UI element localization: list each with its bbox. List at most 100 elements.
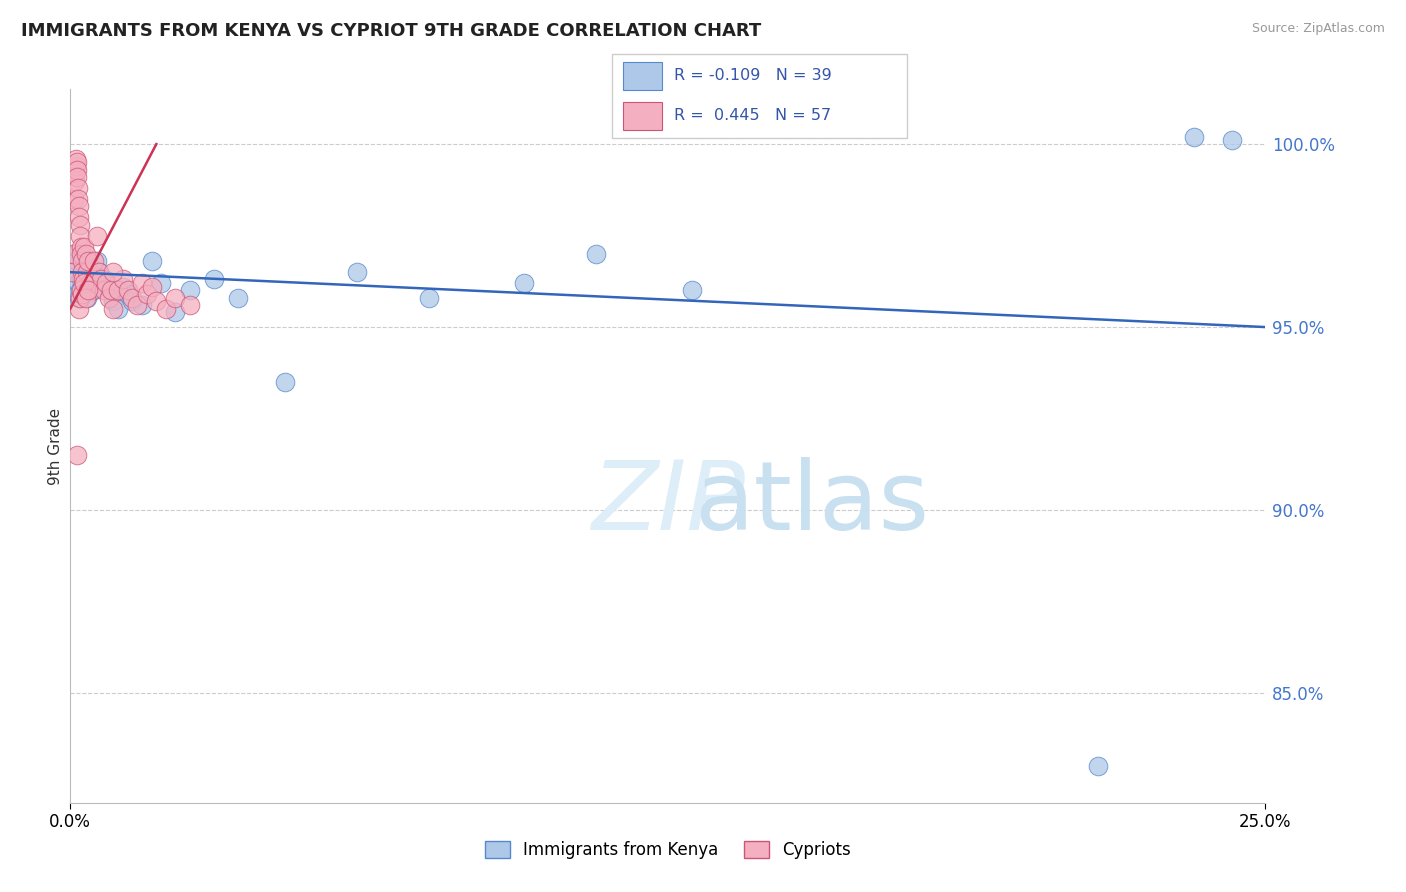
Point (65, 152, 87, 166)
Point (93, 272, 115, 286)
Point (155, 301, 177, 316)
Point (75, 291, 97, 305)
Point (202, 272, 225, 286)
Point (79, 276, 101, 290)
Point (66, 162, 89, 177)
Text: atlas: atlas (693, 457, 929, 549)
Point (274, 375, 297, 389)
Point (63, 174, 86, 188)
Point (179, 284, 201, 298)
Point (70, 265, 93, 279)
Point (72, 272, 94, 286)
Y-axis label: 9th Grade: 9th Grade (48, 408, 63, 484)
Point (103, 301, 125, 316)
Point (97, 291, 120, 305)
Point (73, 239, 96, 253)
Point (63, 166, 86, 180)
Point (67, 192, 90, 206)
Point (165, 291, 187, 305)
Point (67, 199, 90, 213)
Point (117, 287, 139, 301)
Point (63, 192, 86, 206)
Point (145, 294, 167, 309)
Point (63, 265, 86, 279)
Point (111, 272, 134, 286)
Point (346, 265, 368, 279)
Point (103, 294, 125, 309)
Point (66, 448, 89, 462)
Point (65, 155, 87, 169)
Point (72, 280, 94, 294)
Point (69, 228, 91, 243)
Text: R = -0.109   N = 39: R = -0.109 N = 39 (673, 69, 831, 84)
Point (69, 239, 91, 253)
Point (66, 169, 89, 184)
Text: IMMIGRANTS FROM KENYA VS CYPRIOT 9TH GRADE CORRELATION CHART: IMMIGRANTS FROM KENYA VS CYPRIOT 9TH GRA… (21, 22, 761, 40)
Point (76, 265, 98, 279)
Point (107, 284, 129, 298)
Point (165, 305, 187, 319)
Point (90, 272, 112, 286)
Point (70, 247, 93, 261)
Point (111, 280, 134, 294)
Point (585, 247, 607, 261)
Point (79, 276, 101, 290)
Point (60, 265, 83, 279)
Bar (623, 62, 662, 90)
Text: ZIP: ZIP (591, 457, 745, 549)
Legend: Immigrants from Kenya, Cypriots: Immigrants from Kenya, Cypriots (478, 834, 858, 866)
Point (76, 291, 98, 305)
Point (67, 301, 90, 316)
Point (73, 276, 96, 290)
Point (69, 291, 91, 305)
Point (131, 298, 153, 312)
Point (117, 284, 139, 298)
Point (62, 247, 84, 261)
Point (83, 254, 105, 268)
Point (97, 284, 120, 298)
Point (1182, 129, 1205, 144)
Point (127, 298, 149, 312)
Point (83, 284, 105, 298)
Point (67, 291, 90, 305)
Point (135, 287, 157, 301)
Point (69, 284, 91, 298)
Point (1220, 133, 1243, 147)
Point (107, 301, 129, 316)
Point (70, 254, 93, 268)
Point (103, 265, 125, 279)
Point (69, 218, 91, 232)
Point (77, 254, 100, 268)
Point (100, 284, 122, 298)
Point (141, 280, 163, 294)
Text: Source: ZipAtlas.com: Source: ZipAtlas.com (1251, 22, 1385, 36)
Point (77, 284, 100, 298)
Point (1087, 759, 1109, 773)
Point (73, 268, 96, 283)
Point (121, 291, 143, 305)
Point (80, 284, 103, 298)
Point (65, 159, 87, 173)
Point (86, 254, 108, 268)
Point (66, 181, 89, 195)
Bar (623, 102, 662, 130)
Point (418, 291, 440, 305)
Point (681, 284, 703, 298)
Point (87, 265, 110, 279)
Point (513, 276, 536, 290)
Point (70, 287, 93, 301)
Point (150, 276, 173, 290)
Point (121, 294, 143, 309)
Point (67, 211, 90, 225)
Point (226, 291, 249, 305)
Point (87, 265, 110, 279)
Point (75, 247, 97, 261)
Point (69, 284, 91, 298)
Point (65, 247, 87, 261)
Point (66, 276, 89, 290)
Point (86, 228, 108, 243)
Point (179, 298, 201, 312)
Point (96, 276, 118, 290)
Text: R =  0.445   N = 57: R = 0.445 N = 57 (673, 108, 831, 123)
Point (93, 284, 115, 298)
